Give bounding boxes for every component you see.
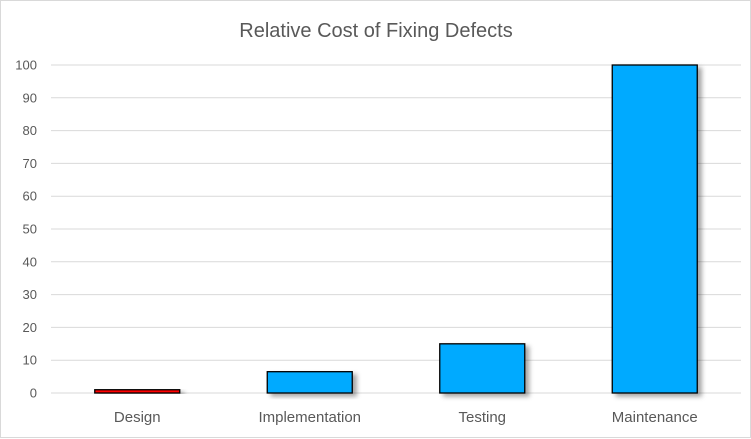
bar-testing — [439, 343, 526, 394]
y-tick-label: 60 — [23, 189, 37, 204]
x-tick-label: Implementation — [258, 409, 361, 426]
y-tick-label: 0 — [30, 386, 37, 401]
y-tick-label: 90 — [23, 90, 37, 105]
x-tick-label: Design — [114, 409, 161, 426]
y-tick-label: 10 — [23, 353, 37, 368]
bar-design — [94, 389, 181, 394]
y-tick-label: 40 — [23, 254, 37, 269]
y-tick-label: 100 — [15, 58, 37, 73]
bar-maintenance — [611, 64, 698, 394]
x-tick-label: Testing — [458, 409, 506, 426]
bar-implementation — [266, 371, 353, 394]
y-tick-label: 50 — [23, 222, 37, 237]
y-tick-label: 80 — [23, 123, 37, 138]
x-tick-label: Maintenance — [612, 409, 698, 426]
y-tick-label: 30 — [23, 287, 37, 302]
chart-title: Relative Cost of Fixing Defects — [239, 20, 512, 42]
y-tick-label: 70 — [23, 156, 37, 171]
y-tick-label: 20 — [23, 320, 37, 335]
